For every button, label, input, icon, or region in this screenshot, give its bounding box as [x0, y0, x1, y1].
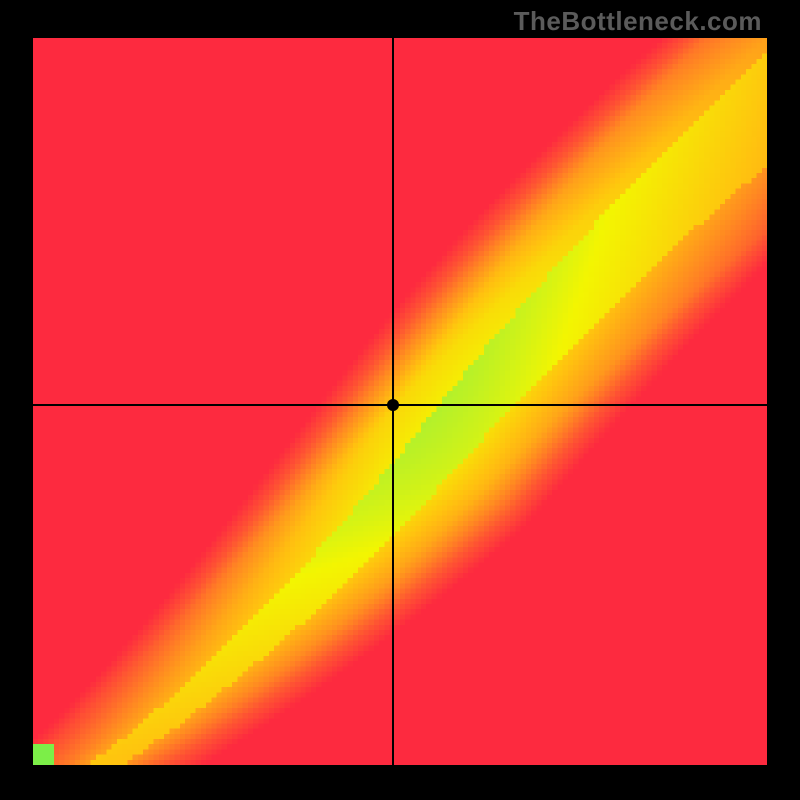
heatmap-canvas	[33, 38, 767, 765]
watermark-text: TheBottleneck.com	[514, 6, 762, 37]
heatmap-plot	[33, 38, 767, 765]
frame-bottom	[0, 765, 800, 800]
crosshair-marker	[387, 399, 399, 411]
frame-left	[0, 0, 33, 800]
crosshair-horizontal	[33, 404, 767, 406]
frame-right	[767, 0, 800, 800]
